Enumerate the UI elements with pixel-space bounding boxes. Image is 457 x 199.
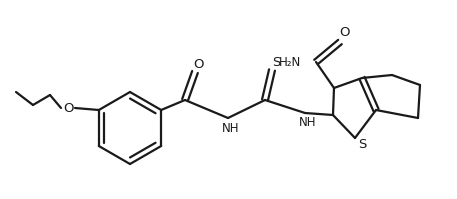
Text: NH: NH — [222, 122, 240, 135]
Text: S: S — [272, 56, 280, 68]
Text: O: O — [339, 26, 349, 39]
Text: O: O — [63, 101, 73, 114]
Text: NH: NH — [299, 116, 317, 130]
Text: O: O — [194, 58, 204, 70]
Text: S: S — [358, 138, 366, 150]
Text: H₂N: H₂N — [279, 57, 301, 69]
